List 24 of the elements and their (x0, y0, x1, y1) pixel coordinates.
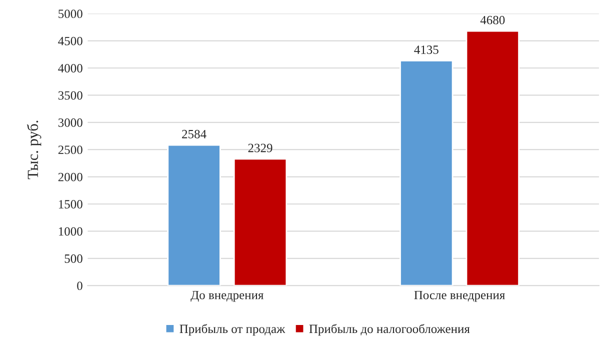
bar (167, 144, 221, 286)
y-tick-label: 3500 (58, 91, 82, 100)
y-tick-label: 0 (77, 282, 82, 290)
y-tick-label: 3000 (58, 118, 82, 127)
legend-label: Прибыль до налогообложения (309, 324, 470, 336)
data-label: 2329 (248, 144, 272, 152)
y-tick-label: 5000 (58, 10, 82, 18)
bar (233, 158, 288, 286)
bar (400, 60, 454, 286)
legend-label: Прибыль от продаж (180, 324, 286, 336)
x-tick-label: После внедрения (414, 290, 505, 302)
y-tick-label: 4000 (58, 64, 82, 72)
bar (466, 30, 520, 286)
y-tick-label: 1000 (58, 227, 82, 236)
data-label: 4135 (414, 46, 438, 54)
data-label: 4680 (480, 16, 505, 24)
y-axis-title: Тыс. руб. (26, 120, 42, 180)
y-tick-label: 2000 (58, 172, 82, 182)
y-tick-label: 1500 (58, 200, 82, 208)
y-tick-label: 4500 (58, 36, 82, 46)
y-tick-label: 2500 (58, 146, 82, 154)
x-tick-label: До внедрения (190, 290, 264, 302)
data-label: 2584 (182, 130, 206, 138)
y-tick-label: 500 (64, 254, 82, 263)
